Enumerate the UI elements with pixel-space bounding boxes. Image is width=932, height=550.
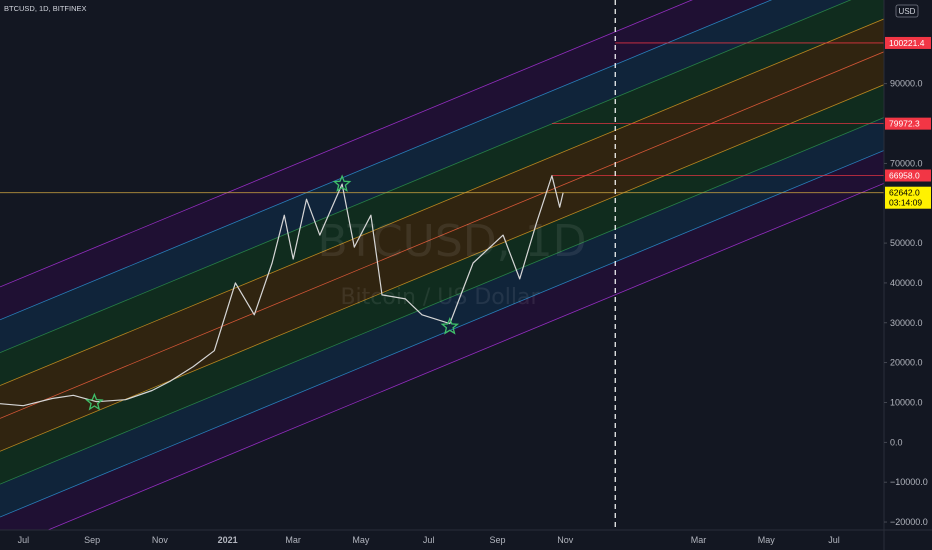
price-axis-labels: 100221.4 79972.3 66958.0 62642.003:14:09 <box>885 36 931 209</box>
price-axis <box>884 0 932 550</box>
channel-band <box>0 51 884 452</box>
channel-line <box>0 0 693 288</box>
x-tick-label: Jul <box>423 535 435 545</box>
star-marker <box>440 317 460 335</box>
price-badge-label: 66958.0 <box>889 171 920 181</box>
price-series <box>0 175 564 407</box>
x-tick-label: Nov <box>557 535 574 545</box>
x-tick-label: 2021 <box>218 535 238 545</box>
y-tick-label: 20000.0 <box>890 358 923 368</box>
channel-line <box>0 117 884 485</box>
channel-line <box>46 182 884 530</box>
price-badge <box>885 186 931 209</box>
price-badge-label: 62642.0 <box>889 188 920 198</box>
y-tick-label: 70000.0 <box>890 158 923 168</box>
currency-badge-label: USD <box>899 7 916 16</box>
channel-line <box>0 18 884 386</box>
x-tick-label: Mar <box>285 535 301 545</box>
x-tick-label: Nov <box>152 535 169 545</box>
channel-line <box>0 51 884 419</box>
y-tick-label: −10000.0 <box>890 477 928 487</box>
star-markers <box>85 174 460 411</box>
y-tick-label: 90000.0 <box>890 79 923 89</box>
x-tick-label: Jul <box>18 535 30 545</box>
x-tick-label: Sep <box>84 535 100 545</box>
watermark-ticker: BTCUSD, 1D <box>317 216 586 267</box>
price-badge <box>885 36 931 49</box>
price-badge <box>885 117 931 130</box>
symbol-watermark: BTCUSD, 1D Bitcoin / US Dollar <box>317 216 586 310</box>
price-badge-label: 79972.3 <box>889 119 920 129</box>
star-marker <box>85 392 104 411</box>
price-badge <box>885 169 931 182</box>
channel-band <box>0 150 884 530</box>
y-tick-label: −20000.0 <box>890 517 928 527</box>
y-tick-label: 10000.0 <box>890 397 923 407</box>
channel-line <box>0 0 773 321</box>
x-tick-label: Mar <box>691 535 707 545</box>
channel-line <box>0 0 852 354</box>
x-tick-label: May <box>758 535 776 545</box>
channel-band <box>0 117 884 518</box>
price-levels <box>0 42 884 194</box>
price-line <box>0 175 564 407</box>
y-tick-label: 40000.0 <box>890 278 923 288</box>
star-marker <box>332 174 352 193</box>
x-tick-label: Sep <box>490 535 506 545</box>
x-tick-label: Jul <box>828 535 840 545</box>
symbol-header: BTCUSD, 1D, BITFINEX <box>4 4 87 13</box>
price-badge-label: 100221.4 <box>889 38 925 48</box>
watermark-name: Bitcoin / US Dollar <box>340 285 540 310</box>
channel-band <box>0 18 884 419</box>
bar-countdown: 03:14:09 <box>889 198 922 208</box>
currency-badge[interactable]: USD <box>895 4 919 18</box>
y-tick-label: 30000.0 <box>890 318 923 328</box>
time-axis <box>0 530 932 550</box>
y-tick-label: 50000.0 <box>890 238 923 248</box>
channel-band <box>0 84 884 485</box>
channel-line <box>0 84 884 452</box>
y-tick-label: 0.0 <box>890 437 903 447</box>
channel-line <box>0 150 884 518</box>
regression-channel <box>0 0 884 530</box>
x-tick-label: May <box>352 535 370 545</box>
